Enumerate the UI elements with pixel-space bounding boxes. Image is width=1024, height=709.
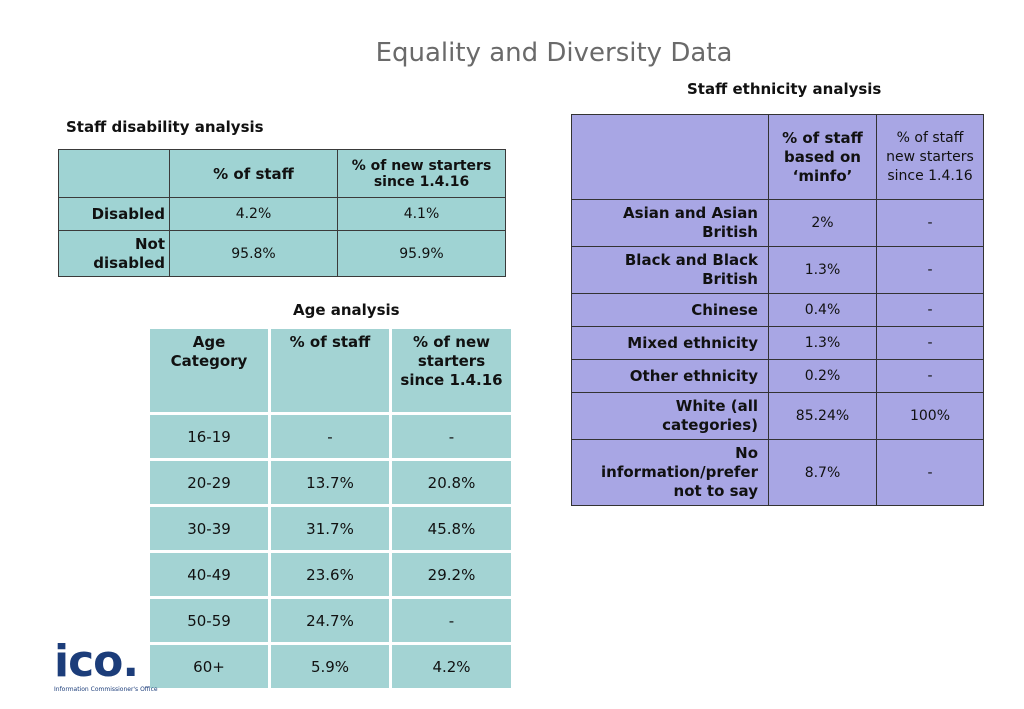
disability-header-staff: % of staff [169,149,338,198]
ethnicity-header-staff: % of staff based on ‘minfo’ [768,114,877,200]
page-title: Equality and Diversity Data [375,38,733,68]
age-staff-value: 24.7% [268,596,392,645]
ethnicity-row-label: Asian and Asian British [571,199,769,247]
table-row: 30-39 31.7% 45.8% [147,504,514,553]
disability-starters-value: 95.9% [337,230,506,277]
disability-table: % of staff % of new starters since 1.4.1… [58,149,506,277]
ethnicity-staff-value: 1.3% [768,326,877,360]
ethnicity-staff-value: 1.3% [768,246,877,294]
table-row: 40-49 23.6% 29.2% [147,550,514,599]
disability-staff-value: 95.8% [169,230,338,277]
ethnicity-header-starters: % of staff new starters since 1.4.16 [876,114,984,200]
table-row: Mixed ethnicity 1.3% - [571,326,984,360]
ethnicity-row-label: Chinese [571,293,769,327]
ethnicity-staff-value: 0.4% [768,293,877,327]
age-category: 60+ [147,642,271,691]
ethnicity-row-label: Other ethnicity [571,359,769,393]
table-row: Disabled 4.2% 4.1% [58,197,506,231]
age-starters-value: 20.8% [389,458,514,507]
table-row: White (all categories) 85.24% 100% [571,392,984,440]
table-row: Black and Black British 1.3% - [571,246,984,294]
age-starters-value: 4.2% [389,642,514,691]
ethnicity-row-label: No information/prefer not to say [571,439,769,506]
disability-row-label: Disabled [58,197,170,231]
ico-logo: ico. Information Commissioner's Office [54,636,158,694]
table-row: 60+ 5.9% 4.2% [147,642,514,691]
table-row: Not disabled 95.8% 95.9% [58,230,506,277]
ethnicity-starters-value: - [876,293,984,327]
table-row: 16-19 - - [147,412,514,461]
ethnicity-starters-value: - [876,439,984,506]
ethnicity-row-label: Black and Black British [571,246,769,294]
table-row: Other ethnicity 0.2% - [571,359,984,393]
ethnicity-row-label: Mixed ethnicity [571,326,769,360]
age-staff-value: 23.6% [268,550,392,599]
ethnicity-starters-value: - [876,199,984,247]
table-row: Chinese 0.4% - [571,293,984,327]
ethnicity-row-label: White (all categories) [571,392,769,440]
age-category: 16-19 [147,412,271,461]
age-category: 20-29 [147,458,271,507]
ethnicity-caption: Staff ethnicity analysis [687,80,882,98]
age-staff-value: 5.9% [268,642,392,691]
age-table: Age Category % of staff % of new starter… [147,326,514,691]
age-category: 40-49 [147,550,271,599]
disability-row-label: Not disabled [58,230,170,277]
ethnicity-corner-cell [571,114,769,200]
ethnicity-staff-value: 8.7% [768,439,877,506]
disability-caption: Staff disability analysis [66,118,264,136]
age-header-staff: % of staff [268,326,392,415]
ethnicity-staff-value: 0.2% [768,359,877,393]
table-row: 50-59 24.7% - [147,596,514,645]
age-starters-value: 29.2% [389,550,514,599]
age-starters-value: 45.8% [389,504,514,553]
logo-subtitle: Information Commissioner's Office [54,686,158,693]
ethnicity-starters-value: 100% [876,392,984,440]
logo-mark: ico. [54,636,139,687]
age-header-category: Age Category [147,326,271,415]
age-header-starters: % of new starters since 1.4.16 [389,326,514,415]
ethnicity-staff-value: 85.24% [768,392,877,440]
table-row: 20-29 13.7% 20.8% [147,458,514,507]
ethnicity-starters-value: - [876,326,984,360]
ethnicity-table: % of staff based on ‘minfo’ % of staff n… [571,114,984,506]
ethnicity-starters-value: - [876,359,984,393]
age-staff-value: 13.7% [268,458,392,507]
age-category: 50-59 [147,596,271,645]
age-staff-value: 31.7% [268,504,392,553]
age-staff-value: - [268,412,392,461]
table-row: No information/prefer not to say 8.7% - [571,439,984,506]
disability-corner-cell [58,149,170,198]
ethnicity-starters-value: - [876,246,984,294]
ethnicity-staff-value: 2% [768,199,877,247]
age-starters-value: - [389,412,514,461]
age-caption: Age analysis [293,301,400,319]
disability-starters-value: 4.1% [337,197,506,231]
disability-staff-value: 4.2% [169,197,338,231]
disability-header-starters: % of new starters since 1.4.16 [337,149,506,198]
age-starters-value: - [389,596,514,645]
table-row: Asian and Asian British 2% - [571,199,984,247]
age-category: 30-39 [147,504,271,553]
